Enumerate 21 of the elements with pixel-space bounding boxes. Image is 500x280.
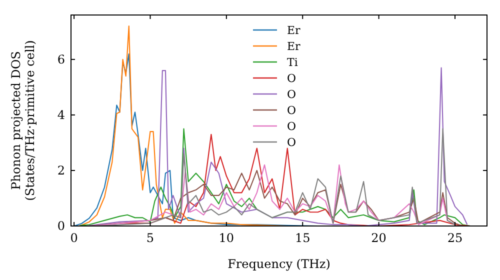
line-series — [119, 134, 471, 226]
y-tick-label: 4 — [57, 108, 66, 122]
legend-label: O — [287, 104, 296, 117]
x-tick-label: 15 — [294, 231, 310, 245]
y-tick-label: 0 — [57, 219, 65, 234]
y-axis-title: Phonon projected DOS (States/THz·primitive cell) — [8, 40, 38, 201]
legend-label: Er — [287, 24, 302, 37]
legend-label: O — [287, 72, 296, 85]
x-tick-label: 25 — [447, 231, 463, 245]
x-axis-title: Frequency (THz) — [228, 257, 330, 271]
legend-label: O — [287, 88, 296, 101]
y-tick-label: 2 — [57, 164, 65, 178]
legend-label: Ti — [287, 56, 298, 69]
x-tick-label: 10 — [218, 231, 234, 245]
legend-label: Er — [287, 40, 302, 53]
x-tick-label: 20 — [371, 231, 386, 245]
y-tick-label: 6 — [57, 52, 65, 67]
legend-label: O — [287, 136, 296, 149]
x-tick-label: 0 — [70, 231, 78, 245]
legend-label: O — [287, 120, 296, 133]
x-tick-label: 5 — [146, 231, 154, 245]
